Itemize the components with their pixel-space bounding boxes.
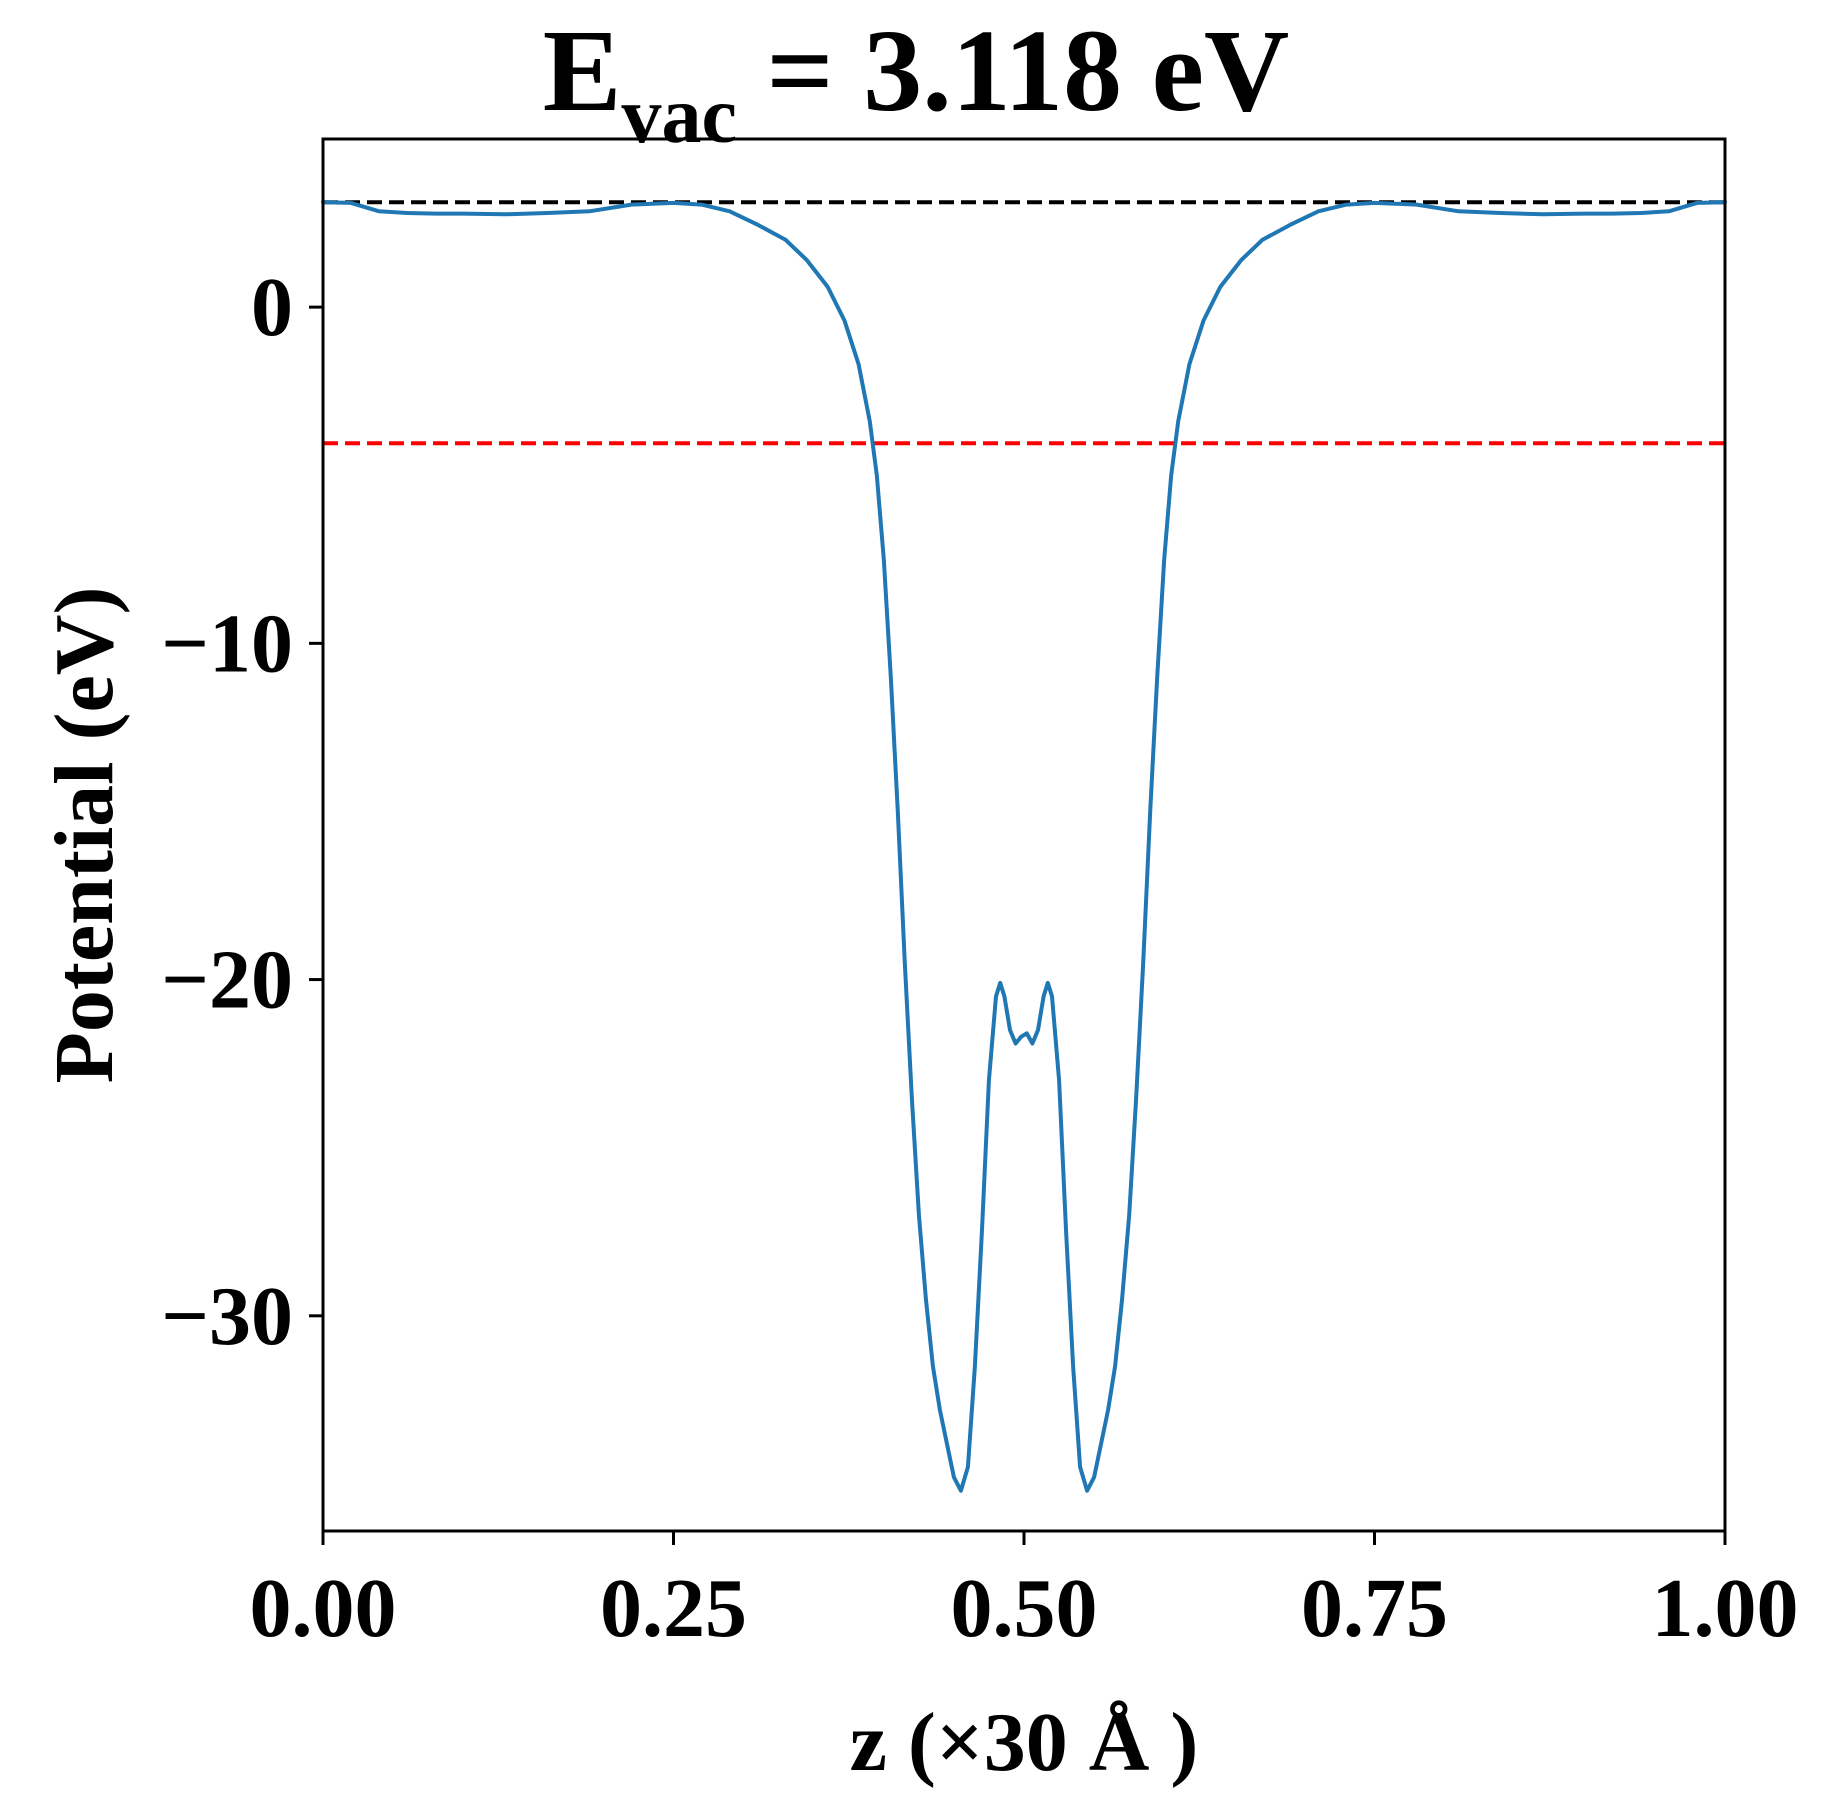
chart-title-main: E — [543, 5, 622, 136]
x-tick-label: 0.25 — [600, 1562, 747, 1655]
chart-title-rest: = 3.118 eV — [737, 5, 1289, 136]
series-layer — [321, 200, 1727, 1493]
y-tick-label: 0 — [251, 261, 293, 354]
reference-lines — [323, 200, 1725, 446]
x-axis-label: z (×30 Å ) — [850, 1696, 1199, 1789]
y-tick-label: −20 — [161, 934, 293, 1027]
y-axis: 0 −10 −20 −30 — [161, 261, 323, 1363]
chart-title-subscript: vac — [621, 72, 737, 160]
x-tick-label: 1.00 — [1652, 1562, 1799, 1655]
chart-title: Evac = 3.118 eV — [543, 5, 1290, 160]
x-axis: 0.00 0.25 0.50 0.75 1.00 — [250, 1531, 1799, 1655]
y-tick-label: −10 — [161, 597, 293, 690]
x-tick-label: 0.75 — [1301, 1562, 1448, 1655]
y-axis-label: Potential (eV) — [38, 587, 131, 1084]
plot-frame — [321, 137, 1727, 1533]
y-tick-label: −30 — [161, 1270, 293, 1363]
x-tick-label: 0.00 — [250, 1562, 397, 1655]
series-line-0 — [321, 200, 1727, 1493]
x-tick-label: 0.50 — [951, 1562, 1098, 1655]
